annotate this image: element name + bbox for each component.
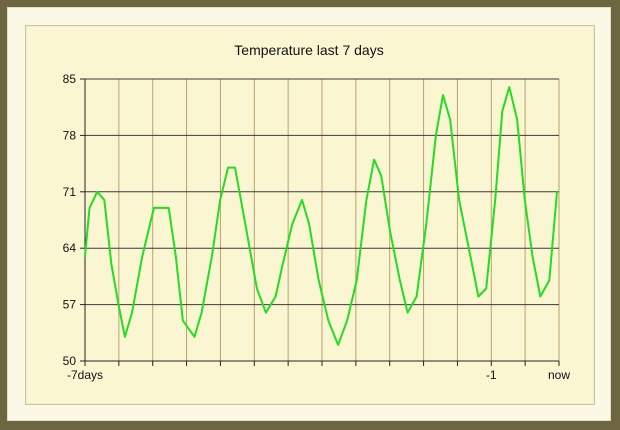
y-tick-label: 64 bbox=[63, 241, 77, 255]
grid-lines bbox=[84, 78, 560, 362]
x-tick-label: -7days bbox=[67, 368, 103, 382]
axes bbox=[80, 78, 560, 366]
y-tick-label: 50 bbox=[63, 354, 77, 368]
y-tick-label: 85 bbox=[63, 72, 77, 86]
y-tick-label: 57 bbox=[63, 298, 77, 312]
series-layer bbox=[84, 86, 558, 346]
x-tick-label: now bbox=[548, 368, 570, 382]
temperature-line bbox=[84, 86, 558, 346]
y-tick-label: 78 bbox=[63, 128, 77, 142]
chart-panel bbox=[25, 25, 595, 405]
chart-title: Temperature last 7 days bbox=[234, 42, 383, 58]
tick-labels: 50 57 64 71 78 85 -7days -1 now bbox=[63, 72, 571, 382]
x-tick-label: -1 bbox=[486, 368, 497, 382]
y-tick-label: 71 bbox=[63, 185, 77, 199]
